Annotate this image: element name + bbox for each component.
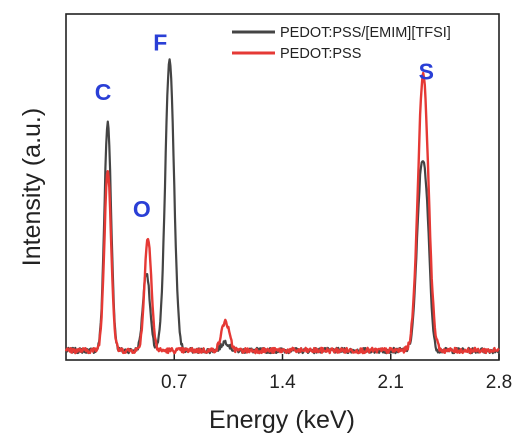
x-tick-label-0: 0.7 (161, 372, 187, 393)
series-layer (64, 58, 500, 355)
x-tick-label-2: 2.1 (378, 372, 404, 393)
x-axis-ticks: 0.7 1.4 2.1 2.8 (161, 354, 512, 393)
x-tick-label-3: 2.8 (486, 372, 512, 393)
peak-label-o: O (133, 196, 151, 222)
x-axis-title: Energy (keV) (209, 406, 355, 434)
legend: PEDOT:PSS/[EMIM][TFSI] PEDOT:PSS (232, 25, 451, 62)
legend-label-1: PEDOT:PSS (280, 46, 361, 62)
series-line-1 (64, 71, 500, 355)
peak-label-s: S (419, 59, 434, 85)
x-tick-label-1: 1.4 (269, 372, 296, 393)
y-axis-title: Intensity (a.u.) (18, 108, 46, 266)
peak-annotations: C O F S (95, 29, 434, 221)
peak-label-c: C (95, 79, 112, 105)
legend-label-0: PEDOT:PSS/[EMIM][TFSI] (280, 25, 451, 41)
peak-label-f: F (153, 29, 167, 55)
